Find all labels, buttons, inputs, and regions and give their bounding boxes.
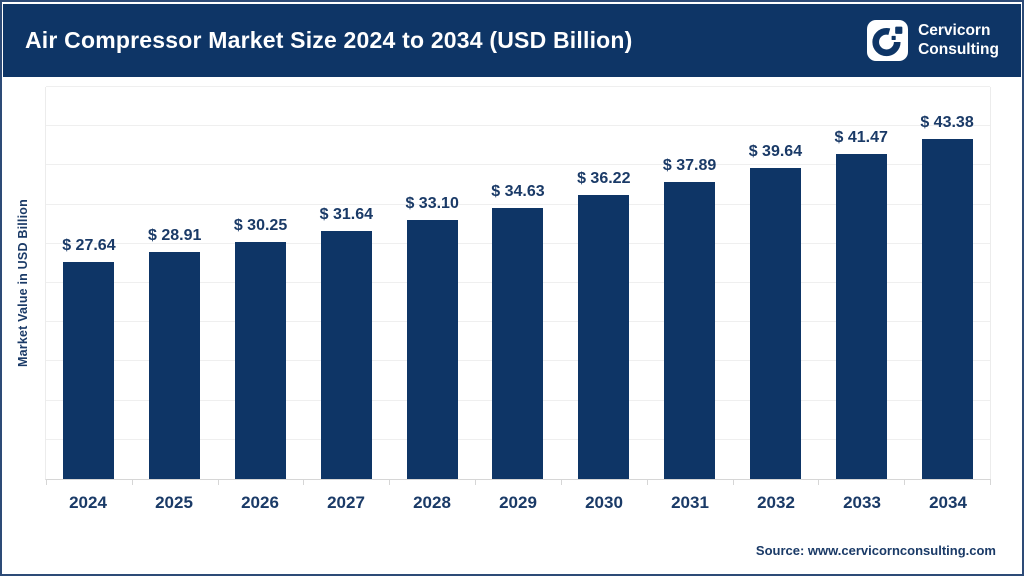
x-label-2027: 2027 xyxy=(327,493,365,512)
cervicorn-logo-icon xyxy=(867,20,909,61)
x-axis-tick xyxy=(217,479,219,485)
x-axis-tick xyxy=(732,479,734,485)
x-label-2024: 2024 xyxy=(69,493,107,512)
x-label-2029: 2029 xyxy=(499,493,537,512)
bar-2029 xyxy=(492,207,544,479)
bar-2030 xyxy=(578,195,630,479)
x-axis-tick xyxy=(818,479,820,485)
x-axis-tick xyxy=(389,479,391,485)
gridline xyxy=(46,125,990,127)
x-axis-tick xyxy=(990,479,991,485)
bar-2032 xyxy=(749,168,801,479)
bar-slot: $ 39.64 xyxy=(733,87,819,479)
bars: $ 27.64 $ 28.91 $ 30.25 $ 31.64 $ 33.10 $ 34.… xyxy=(46,87,990,479)
bar-slot: $ 31.64 xyxy=(303,87,389,479)
bar-slot: $ 36.22 xyxy=(561,87,647,479)
bar-value-label: $ 31.64 xyxy=(319,205,374,223)
bar-slot: $ 34.63 xyxy=(475,87,561,479)
bar-value-label: $ 41.47 xyxy=(834,128,888,146)
bar-slot: $ 37.89 xyxy=(647,87,733,479)
bar-value-label: $ 36.22 xyxy=(577,170,631,188)
bar-slot: $ 28.91 xyxy=(132,87,218,479)
y-axis-title: Market Value in USD Billion xyxy=(16,199,30,368)
x-label-2033: 2033 xyxy=(843,493,881,512)
bar-value-label: $ 33.10 xyxy=(405,194,459,212)
source-note: Source: www.cervicornconsulting.com xyxy=(755,543,996,558)
bar-value-label: $ 34.63 xyxy=(491,182,545,200)
gridline xyxy=(46,164,990,166)
bar-2025 xyxy=(149,252,201,479)
x-axis-tick xyxy=(303,479,305,485)
bar-2031 xyxy=(664,181,716,479)
bar-2024 xyxy=(63,262,115,479)
chart-title: Air Compressor Market Size 2024 to 2034 … xyxy=(25,27,633,53)
gridline xyxy=(46,203,990,205)
bar-slot: $ 30.25 xyxy=(218,87,304,479)
bar-2033 xyxy=(835,153,887,479)
bar-2034 xyxy=(921,138,973,479)
x-label-2031: 2031 xyxy=(671,493,709,512)
bar-slot: $ 43.38 xyxy=(904,87,990,479)
bar-2028 xyxy=(406,219,458,479)
bar-2026 xyxy=(235,241,287,479)
bar-value-label: $ 37.89 xyxy=(662,156,717,174)
bar-value-label: $ 43.38 xyxy=(920,113,974,131)
bar-value-label: $ 39.64 xyxy=(748,143,803,161)
x-axis-tick xyxy=(131,479,133,485)
x-label-2034: 2034 xyxy=(929,493,967,512)
x-label-2026: 2026 xyxy=(241,493,279,512)
x-axis-tick xyxy=(560,479,562,485)
x-axis-tick xyxy=(475,479,477,485)
x-axis-tick xyxy=(646,479,648,485)
x-label-2032: 2032 xyxy=(757,493,795,512)
bar-slot: $ 33.10 xyxy=(389,87,475,479)
gridline xyxy=(46,86,990,87)
bar-slot: $ 27.64 xyxy=(46,87,132,479)
plot-area: $ 27.64 $ 28.91 $ 30.25 $ 31.64 $ 33.10 $ 34.… xyxy=(45,86,991,485)
header: Air Compressor Market Size 2024 to 2034 … xyxy=(3,4,1021,77)
x-axis-tick xyxy=(904,479,906,485)
brand-name: Cervicorn Consulting xyxy=(918,22,999,60)
bar-value-label: $ 28.91 xyxy=(148,227,202,245)
brand-logo: Cervicorn Consulting xyxy=(867,20,999,61)
bar-value-label: $ 30.25 xyxy=(233,216,288,234)
brand-name-line1: Cervicorn xyxy=(918,21,991,39)
x-axis-tick xyxy=(46,479,47,485)
bar-2027 xyxy=(320,230,372,479)
x-label-2025: 2025 xyxy=(155,493,193,512)
brand-name-line2: Consulting xyxy=(918,40,999,58)
x-label-2028: 2028 xyxy=(413,493,451,512)
x-axis-labels: 2024 2025 2026 2027 2028 2029 2030 2031 2032 2033… xyxy=(45,493,991,513)
bar-value-label: $ 27.64 xyxy=(62,237,116,255)
x-label-2030: 2030 xyxy=(585,493,623,512)
bar-slot: $ 41.47 xyxy=(818,87,904,479)
